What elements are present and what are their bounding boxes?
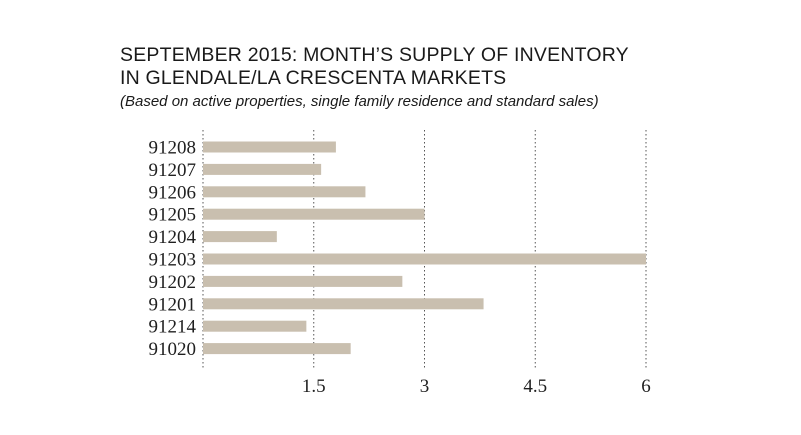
category-label: 91203 — [149, 250, 197, 271]
category-label: 91206 — [149, 182, 197, 203]
chart-subtitle: (Based on active properties, single fami… — [120, 93, 599, 110]
bar — [203, 186, 366, 198]
bar — [203, 208, 425, 220]
bar — [203, 231, 277, 243]
category-label: 91201 — [149, 294, 197, 315]
x-tick-label: 6 — [641, 376, 651, 397]
chart-title: SEPTEMBER 2015: MONTH’S SUPPLY OF INVENT… — [120, 44, 629, 90]
chart-title-line-1: SEPTEMBER 2015: MONTH’S SUPPLY OF INVENT… — [120, 44, 629, 66]
category-label: 91202 — [149, 272, 197, 293]
x-tick-label: 3 — [420, 376, 430, 397]
category-label: 91205 — [149, 205, 197, 226]
category-label: 91020 — [149, 339, 197, 360]
chart-title-line-2: IN GLENDALE/LA CRESCENTA MARKETS — [120, 67, 507, 89]
x-tick-label: 4.5 — [523, 376, 547, 397]
category-label: 91208 — [149, 138, 197, 159]
category-label: 91214 — [149, 317, 197, 338]
category-label: 91207 — [149, 160, 197, 181]
bar — [203, 275, 403, 287]
bar — [203, 343, 351, 355]
bar — [203, 163, 322, 175]
bar — [203, 141, 336, 153]
bar — [203, 298, 484, 310]
x-tick-label: 1.5 — [302, 376, 326, 397]
bar — [203, 320, 307, 332]
category-label: 91204 — [149, 227, 197, 248]
bar — [203, 253, 646, 265]
